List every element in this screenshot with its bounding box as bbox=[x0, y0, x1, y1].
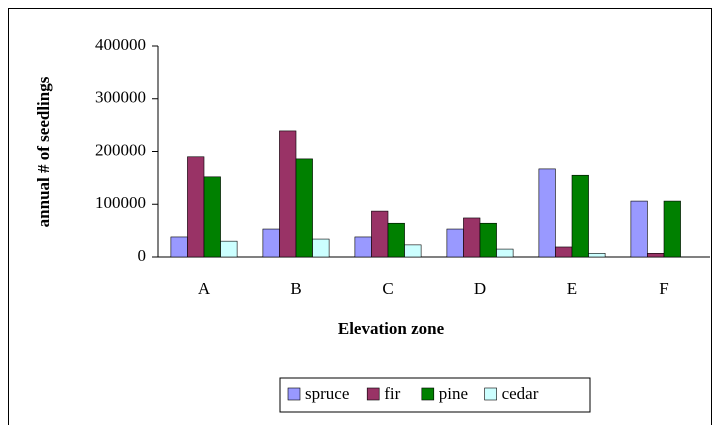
legend-label: spruce bbox=[305, 384, 349, 403]
x-tick-label: F bbox=[659, 279, 668, 298]
x-tick-label: D bbox=[474, 279, 486, 298]
legend-swatch bbox=[484, 387, 497, 401]
legend-label: cedar bbox=[502, 384, 539, 403]
legend-swatch bbox=[287, 387, 301, 401]
bar bbox=[496, 248, 514, 258]
bar bbox=[463, 217, 481, 258]
bar bbox=[354, 236, 372, 258]
x-tick-label: C bbox=[382, 279, 393, 298]
bar bbox=[170, 236, 188, 258]
x-axis-title: Elevation zone bbox=[338, 319, 445, 338]
bar bbox=[387, 222, 405, 258]
x-tick-label: B bbox=[290, 279, 301, 298]
x-tick-label: E bbox=[567, 279, 577, 298]
legend-label: fir bbox=[384, 384, 400, 403]
bar bbox=[404, 244, 422, 258]
bar bbox=[647, 253, 665, 258]
bar bbox=[588, 253, 606, 258]
bar bbox=[262, 228, 280, 258]
y-axis-title: annual # of seedlings bbox=[34, 76, 53, 227]
legend-label: pine bbox=[439, 384, 468, 403]
legend-swatch bbox=[421, 387, 435, 401]
y-tick-label: 100000 bbox=[95, 193, 146, 212]
bar bbox=[220, 240, 238, 258]
bar bbox=[279, 130, 297, 258]
legend-swatch bbox=[366, 387, 380, 401]
bar bbox=[538, 168, 556, 258]
legend-box bbox=[279, 377, 591, 413]
bar bbox=[295, 158, 313, 258]
bar bbox=[555, 246, 573, 258]
bar bbox=[663, 200, 681, 258]
y-tick-label: 400000 bbox=[95, 35, 146, 54]
bar bbox=[203, 176, 221, 258]
bar bbox=[312, 238, 330, 258]
bar bbox=[479, 222, 497, 258]
bar bbox=[446, 228, 464, 258]
y-tick-label: 200000 bbox=[95, 140, 146, 159]
bar bbox=[571, 174, 589, 258]
bar bbox=[630, 200, 648, 258]
y-tick-label: 0 bbox=[138, 246, 147, 265]
bar bbox=[371, 210, 389, 258]
chart-border bbox=[8, 8, 712, 425]
bar bbox=[187, 156, 205, 258]
y-tick-label: 300000 bbox=[95, 88, 146, 107]
x-tick-label: A bbox=[198, 279, 211, 298]
